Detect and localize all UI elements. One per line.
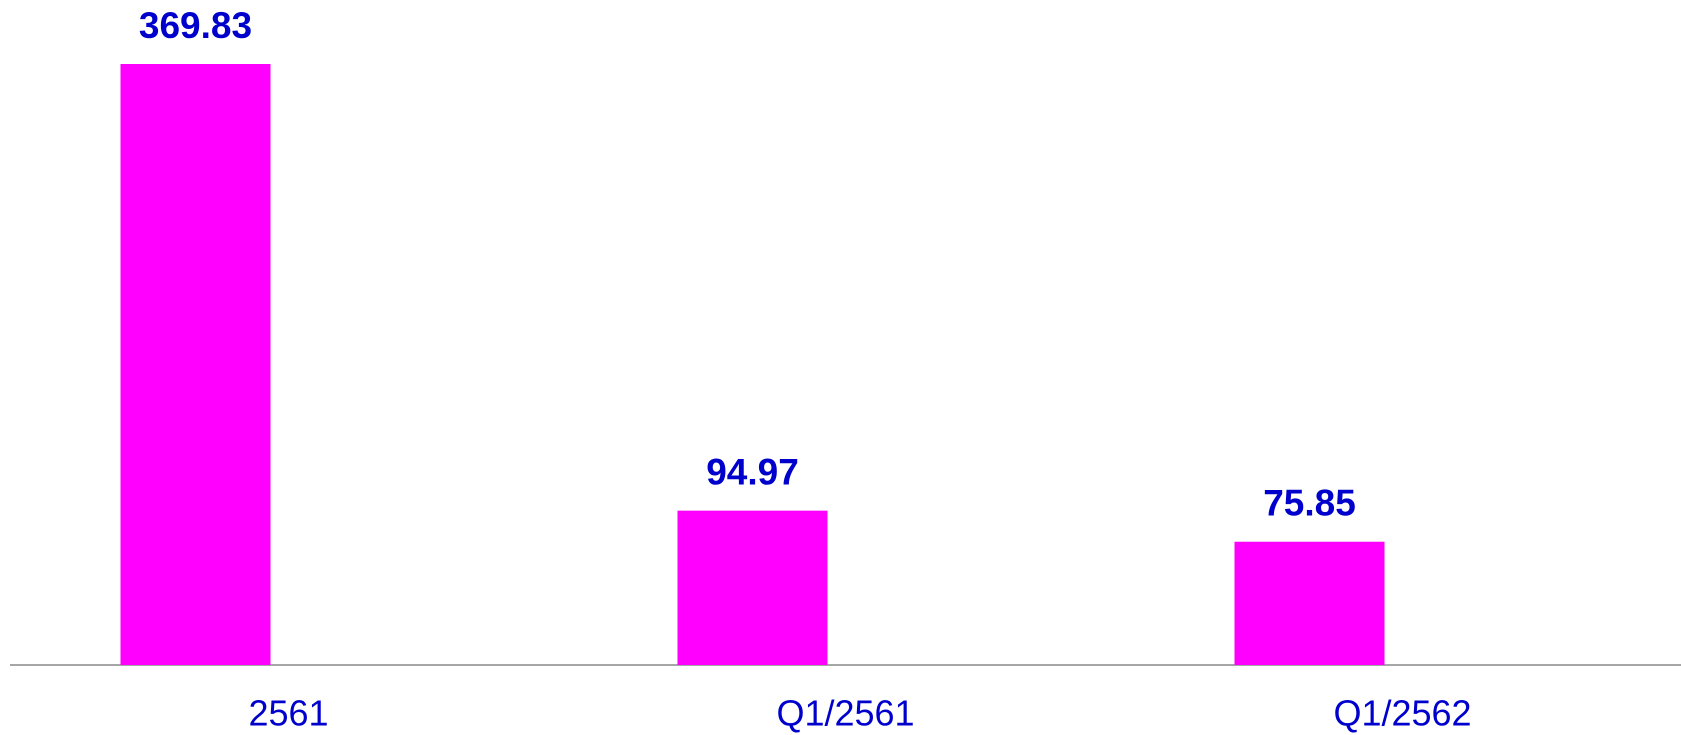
x-tick-label: Q1/2561: [776, 693, 914, 734]
value-label: 369.83: [139, 5, 252, 46]
bar: [677, 510, 828, 665]
value-label: 94.97: [706, 451, 799, 492]
x-tick-label: Q1/2562: [1333, 693, 1471, 734]
bar: [1234, 541, 1385, 665]
x-tick-label: 2561: [248, 693, 328, 734]
bar: [120, 64, 271, 665]
value-label: 75.85: [1263, 483, 1356, 524]
